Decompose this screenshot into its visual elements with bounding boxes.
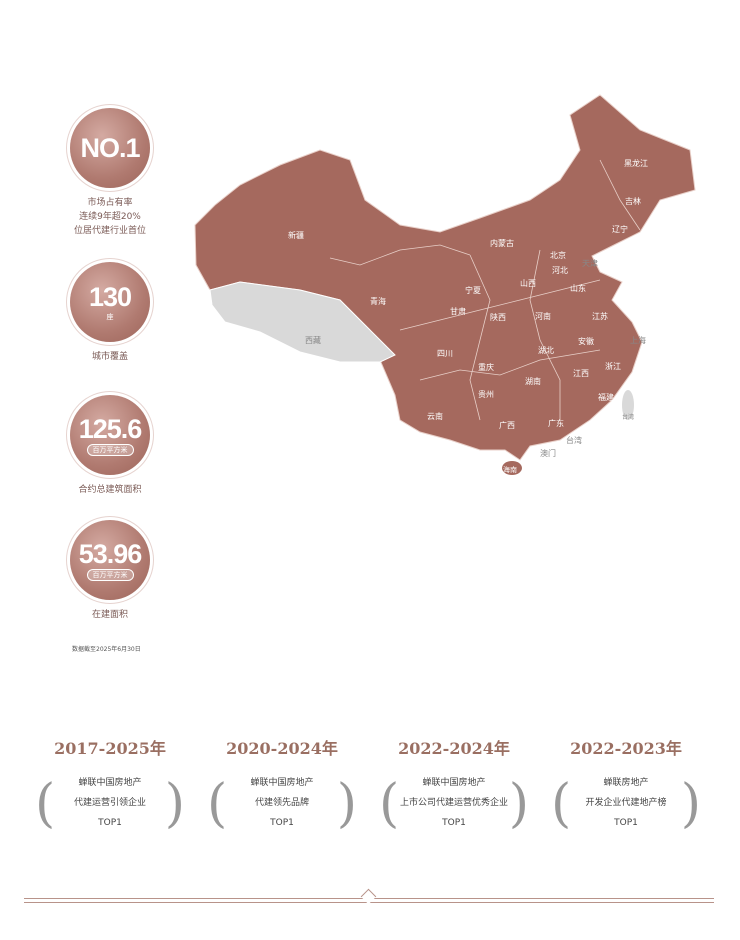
laurel-left-icon: ( bbox=[207, 774, 228, 834]
mainland-region bbox=[194, 94, 696, 461]
laurel-left-icon: ( bbox=[35, 774, 56, 834]
award-line: 代建领先品牌 bbox=[254, 798, 309, 808]
label-liaoning: 辽宁 bbox=[612, 225, 628, 234]
label-xinjiang: 新疆 bbox=[288, 231, 304, 240]
stat-construction-area: 53.96 百万平方米 在建面积 bbox=[60, 520, 160, 622]
label-anhui: 安徽 bbox=[578, 337, 594, 346]
laurel-right-icon: ) bbox=[336, 774, 357, 834]
stat-desc: 城市覆盖 bbox=[91, 352, 128, 362]
label-ningxia: 宁夏 bbox=[465, 286, 481, 295]
label-yunnan: 云南 bbox=[427, 412, 443, 421]
award-line: 蝉联中国房地产 bbox=[78, 778, 142, 788]
label-hunan: 湖南 bbox=[525, 377, 541, 386]
stat-value: 53.96 bbox=[78, 538, 143, 569]
desc-line: 位居代建行业首位 bbox=[73, 226, 146, 236]
award-line: 上市公司代建运营优秀企业 bbox=[399, 798, 508, 808]
label-shanxi: 山西 bbox=[520, 279, 536, 288]
data-note: 数据截至2025年6月30日 bbox=[72, 646, 141, 653]
label-guizhou: 贵州 bbox=[478, 390, 494, 399]
award-year: 2022-2023年 bbox=[570, 739, 682, 758]
label-guangdong: 广东 bbox=[548, 419, 564, 428]
label-macau: 澳门 bbox=[540, 449, 556, 458]
label-shaanxi: 陕西 bbox=[490, 313, 506, 322]
stat-desc: 市场占有率 连续9年超20% 位居代建行业首位 bbox=[60, 196, 160, 238]
taiwan-island bbox=[622, 390, 634, 420]
award-3: 2022-2024年 ( ) 蝉联中国房地产 上市公司代建运营优秀企业 TOP1 bbox=[369, 735, 539, 835]
label-zhejiang: 浙江 bbox=[605, 362, 621, 371]
laurel-right-icon: ) bbox=[508, 774, 529, 834]
label-hubei: 湖北 bbox=[538, 346, 554, 355]
province-borders bbox=[329, 159, 641, 421]
award-4: 2022-2023年 ( ) 蝉联房地产 开发企业代建地产榜 TOP1 bbox=[541, 735, 711, 835]
award-year: 2017-2025年 bbox=[54, 739, 166, 758]
label-hebei: 河北 bbox=[552, 266, 568, 275]
label-sichuan: 四川 bbox=[437, 349, 453, 358]
stat-unit: 百万平方米 bbox=[86, 443, 134, 456]
award-line: 代建运营引领企业 bbox=[73, 798, 146, 808]
label-guangxi: 广西 bbox=[499, 421, 515, 430]
stat-value: 130 bbox=[88, 281, 132, 312]
stat-circle: 125.6 百万平方米 bbox=[70, 395, 150, 475]
label-shandong: 山东 bbox=[570, 284, 586, 293]
stat-desc: 在建面积 bbox=[91, 610, 128, 620]
laurel-right-icon: ) bbox=[680, 774, 701, 834]
laurel-left-icon: ( bbox=[379, 774, 400, 834]
award-line: 蝉联中国房地产 bbox=[422, 778, 486, 788]
label-hongkong: 台湾 bbox=[566, 436, 582, 445]
award-year: 2022-2024年 bbox=[398, 739, 510, 758]
award-line: 开发企业代建地产榜 bbox=[585, 798, 667, 808]
award-2: 2020-2024年 ( ) 蝉联中国房地产 代建领先品牌 TOP1 bbox=[197, 735, 367, 835]
label-fujian: 福建 bbox=[598, 393, 614, 402]
laurel-right-icon: ) bbox=[164, 774, 185, 834]
award-year: 2020-2024年 bbox=[226, 739, 338, 758]
label-qinghai: 青海 bbox=[370, 297, 386, 306]
stat-value: 125.6 bbox=[78, 413, 143, 444]
award-line: TOP1 bbox=[98, 818, 122, 828]
laurel-left-icon: ( bbox=[551, 774, 572, 834]
label-jiangxi: 江西 bbox=[573, 369, 589, 378]
label-xizang: 西藏 bbox=[305, 336, 321, 345]
stat-desc: 合约总建筑面积 bbox=[78, 485, 142, 495]
label-henan: 河南 bbox=[535, 312, 551, 321]
award-line: TOP1 bbox=[270, 818, 294, 828]
award-line: 蝉联房地产 bbox=[603, 778, 649, 788]
award-1: 2017-2025年 ( ) 蝉联中国房地产 代建运营引领企业 TOP1 bbox=[25, 735, 195, 835]
stat-contract-area: 125.6 百万平方米 合约总建筑面积 bbox=[60, 395, 160, 497]
stat-unit: 座 bbox=[106, 312, 114, 321]
stat-cities: 130 座 城市覆盖 bbox=[60, 262, 160, 364]
label-hainan: 海南 bbox=[503, 466, 517, 474]
stat-market-share: NO.1 市场占有率 连续9年超20% 位居代建行业首位 bbox=[60, 108, 160, 238]
label-taiwan: 台湾 bbox=[622, 414, 635, 421]
label-gansu: 甘肃 bbox=[450, 307, 466, 316]
label-beijing: 北京 bbox=[550, 251, 566, 260]
label-neimenggu: 内蒙古 bbox=[490, 239, 514, 248]
label-jiangsu: 江苏 bbox=[592, 312, 608, 321]
stat-unit: 百万平方米 bbox=[86, 568, 134, 581]
label-heilongjiang: 黑龙江 bbox=[624, 159, 648, 168]
tibet-region bbox=[209, 281, 396, 363]
award-line: 蝉联中国房地产 bbox=[250, 778, 314, 788]
hainan-island bbox=[502, 461, 522, 475]
label-jilin: 吉林 bbox=[625, 197, 641, 206]
label-chongqing: 重庆 bbox=[478, 363, 494, 372]
stat-value: NO.1 bbox=[80, 133, 140, 163]
award-line: TOP1 bbox=[614, 818, 638, 828]
label-shanghai: 上海 bbox=[630, 336, 646, 345]
desc-line: 连续9年超20% bbox=[79, 212, 141, 222]
award-line: TOP1 bbox=[442, 818, 466, 828]
stat-circle: 53.96 百万平方米 bbox=[70, 520, 150, 600]
desc-line: 市场占有率 bbox=[87, 198, 133, 208]
stat-circle: 130 座 bbox=[70, 262, 150, 342]
label-tianjin: 天津 bbox=[582, 259, 598, 268]
stat-circle: NO.1 bbox=[70, 108, 150, 188]
